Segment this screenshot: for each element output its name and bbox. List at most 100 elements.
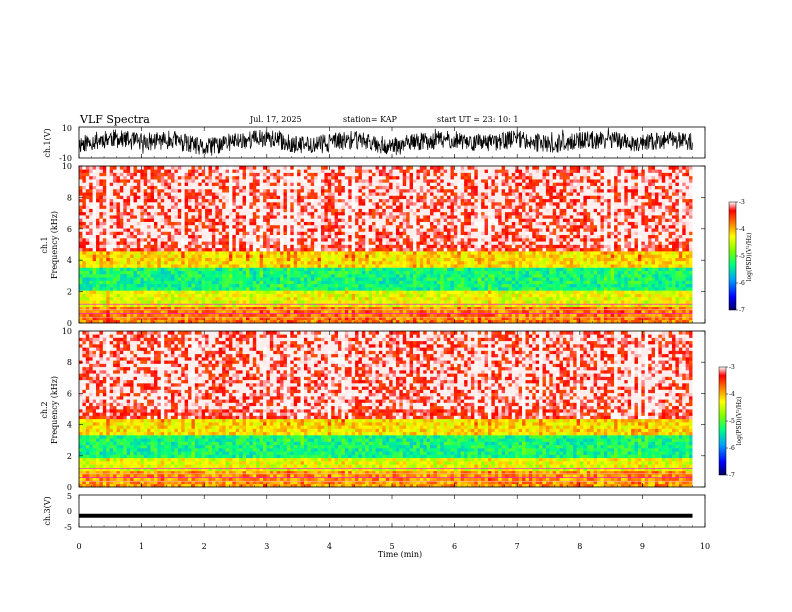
spectrogram-cell <box>116 306 121 311</box>
spectrogram-cell <box>208 228 213 232</box>
spectrogram-cell <box>317 264 322 268</box>
spectrogram-cell <box>225 211 230 216</box>
spectrogram-cell <box>218 247 223 252</box>
spectrogram-cell <box>239 172 243 177</box>
spectrogram-cell <box>351 273 356 278</box>
spectrogram-cell <box>413 267 417 272</box>
spectrogram-cell <box>201 205 206 209</box>
spectrogram-cell <box>378 303 383 307</box>
spectrogram-cell <box>276 179 281 183</box>
spectrogram-cell <box>119 267 124 272</box>
spectrogram-cell <box>331 234 335 239</box>
spectrogram-cell <box>355 309 359 314</box>
spectrogram-cell <box>82 319 87 324</box>
spectrogram-cell <box>82 296 87 301</box>
spectrogram-cell <box>399 300 404 304</box>
spectrogram-cell <box>194 319 199 324</box>
spectrogram-cell <box>273 185 278 190</box>
spectrogram-cell <box>205 215 209 219</box>
spectrogram-cell <box>331 221 335 226</box>
spectrogram-cell <box>269 287 274 291</box>
spectrogram-cell <box>113 188 117 193</box>
spectrogram-cell <box>225 172 230 177</box>
spectrogram-cell <box>327 313 332 317</box>
spectrogram-cell <box>246 316 250 321</box>
spectrogram-cell <box>259 224 264 229</box>
spectrogram-cell <box>96 224 100 229</box>
spectrogram-cell <box>242 231 247 236</box>
spectrogram-cell <box>276 188 281 193</box>
spectrogram-cell <box>218 313 223 317</box>
spectrogram-cell <box>385 264 390 268</box>
spectrogram-cell <box>147 182 151 186</box>
spectrogram-cell <box>314 257 318 262</box>
spectrogram-cell <box>215 319 220 324</box>
spectrogram-cell <box>344 264 349 268</box>
spectrogram-cell <box>334 195 339 200</box>
spectrogram-cell <box>419 300 424 304</box>
spectrogram-cell <box>378 198 383 203</box>
spectrogram-cell <box>218 201 223 206</box>
spectrogram-cell <box>276 251 281 255</box>
spectrogram-cell <box>96 293 100 298</box>
spectrogram-cell <box>256 283 260 288</box>
spectrogram-cell <box>198 306 203 311</box>
spectrogram-cell <box>327 175 332 180</box>
spectrogram-cell <box>140 309 145 314</box>
spectrogram-cell <box>413 231 417 236</box>
spectrogram-cell <box>160 211 165 216</box>
spectrogram-cell <box>416 316 421 321</box>
spectrogram-cell <box>177 182 182 186</box>
spectrogram-cell <box>225 166 230 170</box>
spectrogram-cell <box>259 264 264 268</box>
spectrogram-cell <box>280 293 284 298</box>
spectrogram-cell <box>307 234 312 239</box>
spectrogram-cell <box>399 244 404 249</box>
spectrogram-cell <box>392 270 397 275</box>
spectrogram-cell <box>228 234 233 239</box>
spectrogram-cell <box>116 296 121 301</box>
spectrogram-cell <box>228 215 233 219</box>
spectrogram-cell <box>327 303 332 307</box>
spectrogram-cell <box>297 172 301 177</box>
spectrogram-cell <box>184 296 189 301</box>
spectrogram-cell <box>419 185 424 190</box>
spectrogram-cell <box>263 241 267 245</box>
spectrogram-cell <box>89 234 93 239</box>
spectrogram-cell <box>382 201 387 206</box>
spectrogram-cell <box>307 224 312 229</box>
spectrogram-cell <box>344 309 349 314</box>
spectrogram-cell <box>150 296 155 301</box>
spectrogram-cell <box>153 296 158 301</box>
spectrogram-cell <box>235 224 240 229</box>
spectrogram-cell <box>113 215 117 219</box>
spectrogram-cell <box>402 306 407 311</box>
spectrogram-cell <box>413 188 417 193</box>
spectrogram-cell <box>310 166 315 170</box>
spectrogram-cell <box>89 313 93 317</box>
spectrogram-cell <box>300 306 305 311</box>
spectrogram-cell <box>208 195 213 200</box>
spectrogram-cell <box>157 237 162 242</box>
spectrogram-cell <box>395 221 400 226</box>
spectrogram-cell <box>147 195 151 200</box>
spectrogram-cell <box>246 218 250 222</box>
spectrogram-cell <box>150 313 155 317</box>
spectrogram-cell <box>324 257 329 262</box>
spectrogram-cell <box>320 296 325 301</box>
spectrogram-cell <box>96 192 100 196</box>
spectrogram-cell <box>157 287 162 291</box>
spectrogram-cell <box>218 287 223 291</box>
spectrogram-cell <box>430 205 434 209</box>
spectrogram-cell <box>273 303 278 307</box>
spectrogram-cell <box>222 287 226 291</box>
spectrogram-cell <box>389 221 393 226</box>
spectrogram-cell <box>361 287 366 291</box>
spectrogram-cell <box>310 290 315 294</box>
spectrogram-cell <box>375 218 380 222</box>
spectrogram-cell <box>327 273 332 278</box>
spectrogram-cell <box>320 201 325 206</box>
spectrogram-cell <box>99 198 104 203</box>
spectrogram-cell <box>331 260 335 265</box>
spectrogram-cell <box>177 218 182 222</box>
